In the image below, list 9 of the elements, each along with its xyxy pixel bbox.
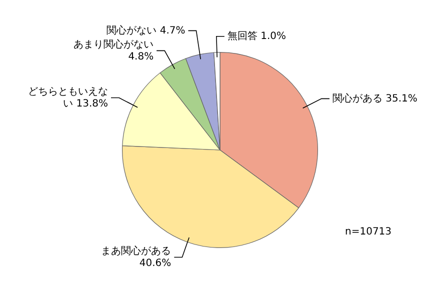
text: n=10713 [345, 226, 392, 238]
slice-label: まあ関心がある [101, 244, 172, 257]
slice-label: どちらともいえない 13.8% [28, 86, 108, 110]
data-label: 40.6% [139, 258, 172, 269]
slice-label: あまり関心がない [74, 38, 154, 50]
slice-label: 関心がない 4.7% [106, 24, 186, 36]
data-label: 4.8% [128, 51, 154, 62]
slice-label: 関心がある 35.1% [332, 92, 418, 104]
slice-label: 無回答 1.0% [227, 30, 286, 42]
